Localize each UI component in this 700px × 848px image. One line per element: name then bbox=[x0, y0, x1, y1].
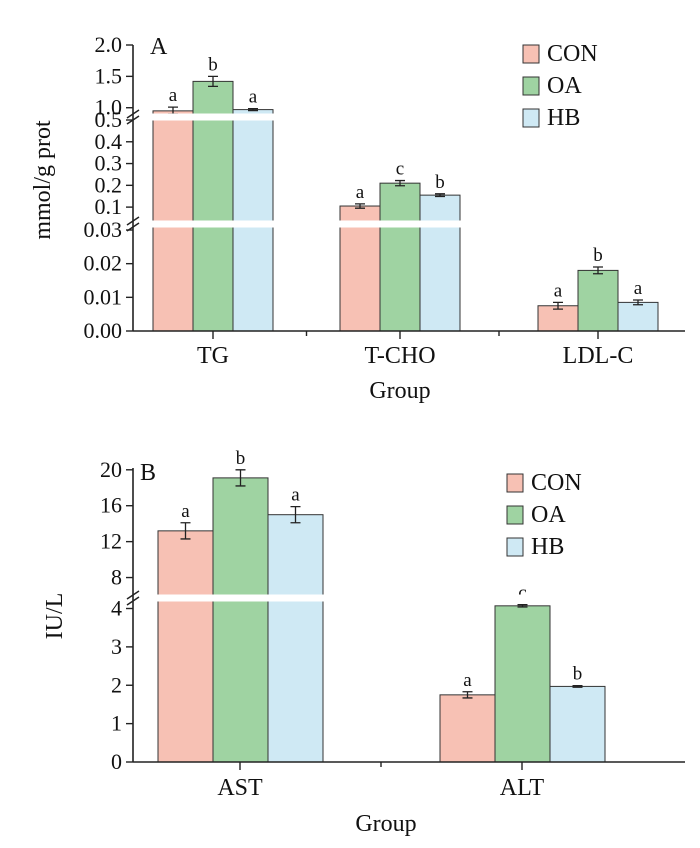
panel-b-error-bar-alt-oa bbox=[517, 604, 528, 608]
panel-b-bar-ast-oa bbox=[212, 477, 269, 763]
panel-b-bar-alt-hb bbox=[549, 685, 606, 763]
panel-a-error-bar-t-cho-oa bbox=[395, 179, 405, 187]
panel-a-sig-label-ldl-c-con: a bbox=[554, 280, 563, 301]
panel-a-chart: a b a a c b a b a 0.00 0.01 0.02 0.030.10.20.30.40.… bbox=[30, 32, 685, 404]
panel-b-x-ticks: AST ALT bbox=[217, 762, 545, 801]
panel-b-error-bar-ast-hb bbox=[290, 505, 301, 524]
panel-a-bar-ldl-c-oa bbox=[577, 269, 619, 332]
panel-a-error-bar-ldl-c-oa bbox=[593, 266, 603, 275]
panel-b-x-label: Group bbox=[355, 811, 416, 837]
panel-a-letter: A bbox=[150, 34, 168, 60]
panel-a-y-tick-label: 0.01 bbox=[84, 284, 123, 309]
panel-b-y-label: IU/L bbox=[42, 593, 68, 640]
panel-a-sig-label-ldl-c-oa: b bbox=[593, 245, 603, 266]
panel-b-y-tick-label: 12 bbox=[100, 529, 122, 554]
panel-a-x-ticks: TG T-CHO LDL-C bbox=[197, 331, 633, 369]
panel-a-error-bar-t-cho-hb bbox=[435, 193, 445, 198]
panel-a-sig-label-tg-oa: b bbox=[208, 54, 218, 75]
panel-b-y-tick-label: 1 bbox=[111, 711, 122, 736]
panel-b-y-tick-label: 4 bbox=[111, 596, 122, 621]
panel-a-y-ticks: 0.00 0.01 0.02 0.030.10.20.30.40.51.0 1.5 2.0 bbox=[84, 32, 133, 343]
panel-b-sig-label-alt-oa: c bbox=[518, 583, 526, 604]
panel-a-sig-label-t-cho-hb: b bbox=[435, 172, 445, 193]
panel-a-legend-swatch-con bbox=[522, 44, 540, 64]
panel-a-x-label: Group bbox=[369, 378, 430, 404]
panel-a-y-tick-label: 0.3 bbox=[95, 151, 123, 176]
panel-b-error-bar-alt-hb bbox=[572, 684, 583, 688]
panel-a-legend-swatch-oa bbox=[522, 76, 540, 96]
panel-b-y-tick-label: 2 bbox=[111, 672, 122, 697]
panel-b-letter: B bbox=[140, 460, 156, 486]
panel-a-bar-ldl-c-hb bbox=[617, 301, 659, 332]
panel-a-sig-label-t-cho-oa: c bbox=[396, 159, 404, 180]
panel-a-y-tick-label: 0.5 bbox=[95, 107, 123, 132]
panel-a-legend-label-con: CON bbox=[547, 41, 598, 67]
panel-a-legend-swatch-hb bbox=[522, 108, 540, 128]
panel-b-legend-label-hb: HB bbox=[531, 534, 564, 560]
panel-a-category-label: T-CHO bbox=[364, 343, 435, 369]
panel-a-y-tick-label: 2.0 bbox=[95, 32, 123, 57]
panel-b-y-tick-label: 20 bbox=[100, 457, 122, 482]
panel-b-category-label: ALT bbox=[500, 775, 545, 801]
panel-b-legend-swatch-hb bbox=[506, 537, 524, 557]
panel-b-legend-label-oa: OA bbox=[531, 502, 566, 528]
panel-a-sig-label-ldl-c-hb: a bbox=[634, 278, 643, 299]
panel-a-error-bar-ldl-c-con bbox=[553, 301, 563, 310]
panel-a-legend: CON OA HB bbox=[522, 41, 598, 131]
panel-a-category-label: TG bbox=[197, 343, 229, 369]
panel-a-error-bar-ldl-c-hb bbox=[633, 299, 643, 306]
panel-b-error-bar-ast-con bbox=[180, 522, 191, 540]
panel-a-y-tick-label: 0.00 bbox=[84, 318, 123, 343]
panel-a-y-tick-label: 1.0 bbox=[95, 95, 123, 120]
panel-a-sig-label-t-cho-con: a bbox=[356, 182, 365, 203]
panel-b-y-tick-label: 3 bbox=[111, 634, 122, 659]
panel-a-bars: a b a a c b a b a bbox=[152, 54, 659, 332]
panel-a-y-tick-label: 0.02 bbox=[84, 251, 123, 276]
panel-b-sig-label-ast-hb: a bbox=[291, 485, 300, 506]
panel-a-legend-label-oa: OA bbox=[547, 73, 582, 99]
panel-b-sig-label-ast-oa: b bbox=[236, 448, 246, 469]
panel-b-y-tick-label: 16 bbox=[100, 493, 122, 518]
panel-b-error-bar-ast-oa bbox=[235, 469, 246, 487]
panel-a-legend-label-hb: HB bbox=[547, 105, 580, 131]
panel-a-y-tick-label: 1.5 bbox=[95, 63, 123, 88]
panel-b-y-tick-label: 8 bbox=[111, 565, 122, 590]
panel-b-legend-swatch-oa bbox=[506, 505, 524, 525]
panel-b-bars: a b a a c b bbox=[157, 448, 606, 763]
panel-b-bar-ast-hb bbox=[267, 514, 324, 763]
panel-b-bar-ast-con bbox=[157, 530, 214, 763]
panel-b-category-label: AST bbox=[217, 775, 263, 801]
panel-b-bar-alt-con bbox=[439, 694, 496, 763]
panel-b-legend: CON OA HB bbox=[506, 470, 582, 560]
panel-a-sig-label-tg-hb: a bbox=[249, 87, 258, 108]
panel-a-y-tick-label: 0.1 bbox=[95, 194, 123, 219]
panel-b-legend-label-con: CON bbox=[531, 470, 582, 496]
panel-b-sig-label-alt-hb: b bbox=[573, 664, 583, 685]
panel-a-bar-t-cho-oa bbox=[379, 182, 421, 332]
panel-b-error-bar-alt-con bbox=[462, 691, 473, 699]
panel-a-y-tick-label: 0.4 bbox=[95, 129, 123, 154]
panel-a-y-tick-label: 0.2 bbox=[95, 172, 123, 197]
panel-b-sig-label-ast-con: a bbox=[181, 501, 190, 522]
panel-a-category-label: LDL-C bbox=[563, 343, 634, 369]
panel-a-sig-label-tg-con: a bbox=[169, 85, 178, 106]
panel-b-legend-swatch-con bbox=[506, 473, 524, 493]
panel-b-y-tick-label: 0 bbox=[111, 749, 122, 774]
panel-a-bar-t-cho-hb bbox=[419, 194, 461, 332]
panel-a-y-tick-label: 0.03 bbox=[84, 217, 123, 242]
panel-a-error-bar-tg-hb bbox=[248, 108, 258, 112]
panel-a-bar-tg-hb bbox=[232, 109, 274, 332]
panel-a-y-label: mmol/g prot bbox=[30, 120, 56, 240]
panel-b-bar-alt-oa bbox=[494, 605, 551, 763]
panel-a-error-bar-tg-oa bbox=[208, 75, 218, 88]
panel-b-sig-label-alt-con: a bbox=[463, 670, 472, 691]
panel-a-error-bar-t-cho-con bbox=[355, 203, 365, 209]
